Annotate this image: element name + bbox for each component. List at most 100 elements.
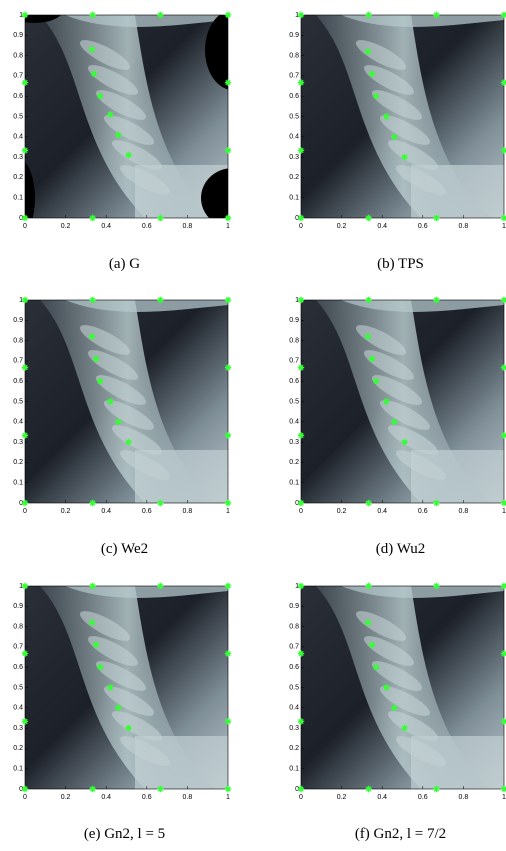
landmark [21,432,29,439]
warp-void [205,15,228,90]
vertebra [103,686,155,716]
landmark [433,11,440,19]
landmark [21,499,29,507]
landmark [21,79,29,86]
xray-image [301,300,504,503]
vertebra [95,375,147,405]
y-tick-label: 0.5 [289,113,299,120]
landmark [500,582,506,590]
landmark [500,432,506,439]
landmark [107,111,114,118]
y-tick-label: 0.9 [289,317,299,324]
landmark [21,785,29,793]
y-tick-label: 0.4 [289,419,299,426]
y-tick-label: 0.5 [13,398,23,405]
landmark [297,650,305,657]
landmark [500,364,506,371]
lower-soft-tissue [135,450,228,503]
x-tick-label: 0.8 [183,223,193,230]
y-tick-label: 0.7 [13,644,23,651]
y-tick-label: 0.2 [13,745,23,752]
warp-void [25,162,35,218]
y-tick-label: 0 [19,786,23,793]
landmark [21,296,29,304]
landmark [21,718,29,725]
x-tick-label: 1 [502,508,506,515]
y-tick-label: 0.6 [13,378,23,385]
landmark [433,785,440,793]
landmark [297,147,305,154]
y-tick-label: 0.9 [13,603,23,610]
y-tick-label: 0.9 [289,32,299,39]
landmark [401,153,408,161]
landmark [433,499,440,507]
y-tick-label: 0.4 [13,705,23,712]
vertebra [355,40,407,70]
landmark [383,113,390,120]
landmark [224,79,232,86]
landmark [500,499,506,507]
x-tick-label: 0 [299,223,303,230]
landmark [21,582,29,590]
landmark [500,79,506,86]
panel: 0 0.2 0.4 0.6 0.8 1 0 0.1 0.2 0.3 0.4 0.5 0.6 0.7 0.8 0… [13,296,232,557]
landmark [391,133,398,140]
x-tick-label: 0 [299,508,303,515]
landmark [372,378,380,385]
y-tick-label: 0.8 [289,52,299,59]
caption: (f) Gn2, l = 7/2 [355,826,446,842]
landmark [365,296,372,304]
y-tick-label: 1 [19,297,23,304]
landmark [391,704,398,711]
y-tick-label: 0.7 [289,644,299,651]
landmark [500,296,506,304]
vertebra [79,325,131,355]
landmark [297,499,305,507]
y-tick-label: 0.3 [13,725,23,732]
y-tick-label: 0.7 [289,73,299,80]
landmark [224,432,232,439]
landmark [157,296,164,304]
y-tick-label: 0.3 [289,439,299,446]
y-tick-label: 0.2 [289,174,299,181]
vertebra [355,325,407,355]
landmark [115,418,122,425]
y-tick-label: 0.7 [289,358,299,365]
x-tick-label: 0.4 [101,794,111,801]
landmark [372,93,380,100]
y-tick-label: 0.6 [13,664,23,671]
warp-void [25,15,61,23]
panel: 0 0.2 0.4 0.6 0.8 1 0 0.1 0.2 0.3 0.4 0.5 0.6 0.7 0.8 0… [13,582,232,842]
landmark [297,11,305,19]
landmark [500,147,506,154]
y-tick-label: 0.5 [289,684,299,691]
landmark [21,650,29,657]
landmark [89,296,96,304]
landmark [297,582,305,590]
y-tick-label: 0.4 [289,705,299,712]
y-tick-label: 0.1 [289,195,299,202]
x-tick-label: 0.6 [418,794,428,801]
landmark [365,785,372,793]
y-tick-label: 0.8 [289,623,299,630]
landmark [500,785,506,793]
landmark [224,11,232,19]
lower-soft-tissue [135,736,228,789]
x-tick-label: 0.2 [61,508,71,515]
x-tick-label: 0 [23,508,27,515]
y-tick-label: 0 [295,500,299,507]
panel: 0 0.2 0.4 0.6 0.8 1 0 0.1 0.2 0.3 0.4 0.5 0.6 0.7 0.8 0… [289,582,506,842]
landmark [391,418,398,425]
landmark [89,499,96,507]
landmark [157,785,164,793]
landmark [297,214,305,222]
y-tick-label: 0.2 [13,459,23,466]
vertebra [379,400,431,430]
y-tick-label: 0.5 [13,113,23,120]
x-tick-label: 0.8 [459,794,469,801]
y-tick-label: 0.1 [13,766,23,773]
vertebra [371,90,423,120]
landmark [21,214,29,222]
landmark [297,296,305,304]
